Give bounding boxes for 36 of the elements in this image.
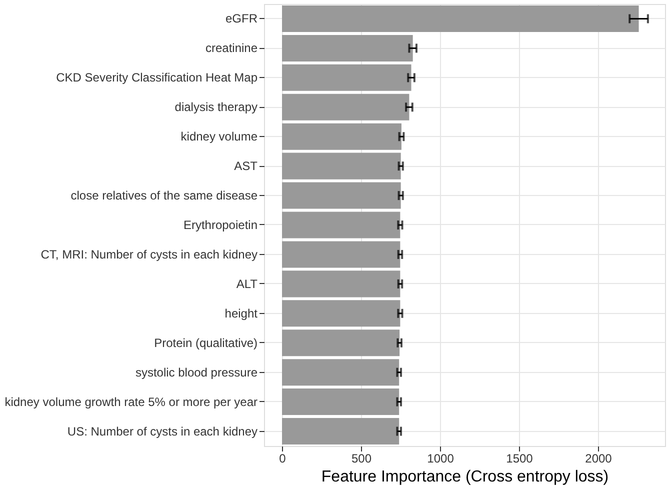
y-tick-label: eGFR [225, 12, 258, 26]
y-tick-label: ALT [236, 276, 258, 291]
y-tick-label: close relatives of the same disease [70, 188, 258, 203]
y-tick-label: systolic blood pressure [135, 365, 258, 380]
y-tick-label: Protein (qualitative) [154, 336, 258, 350]
bar [282, 5, 639, 32]
bar [282, 152, 401, 180]
bar [282, 418, 400, 445]
bar [282, 388, 400, 416]
bar [282, 64, 412, 91]
y-tick-label: CKD Severity Classification Heat Map [56, 70, 258, 85]
y-tick-label: kidney volume [180, 130, 258, 144]
bar [282, 94, 410, 120]
bar [282, 330, 400, 356]
y-tick-label: US: Number of cysts in each kidney [67, 424, 258, 438]
x-tick-label: 1000 [427, 452, 454, 466]
y-tick-label: Erythropoietin [183, 218, 258, 232]
bar [282, 34, 413, 62]
y-tick-label: CT, MRI: Number of cysts in each kidney [40, 247, 258, 262]
y-tick-label: creatinine [205, 41, 258, 56]
y-tick-label: height [224, 306, 258, 320]
x-tick-label: 0 [279, 452, 286, 466]
bar [282, 270, 400, 298]
bar [282, 300, 400, 327]
x-tick-label: 2000 [585, 452, 612, 466]
bar [282, 123, 402, 150]
y-tick-label: kidney volume growth rate 5% or more per year [4, 394, 258, 409]
bar [282, 359, 400, 386]
x-tick-label: 500 [351, 452, 372, 466]
bar [282, 241, 400, 268]
bar [282, 182, 401, 209]
x-tick-label: 1500 [506, 452, 534, 466]
x-axis-title: Feature Importance (Cross entropy loss) [321, 468, 609, 486]
y-tick-label: dialysis therapy [174, 100, 258, 114]
bar [282, 212, 400, 238]
y-tick-label: AST [234, 159, 258, 174]
